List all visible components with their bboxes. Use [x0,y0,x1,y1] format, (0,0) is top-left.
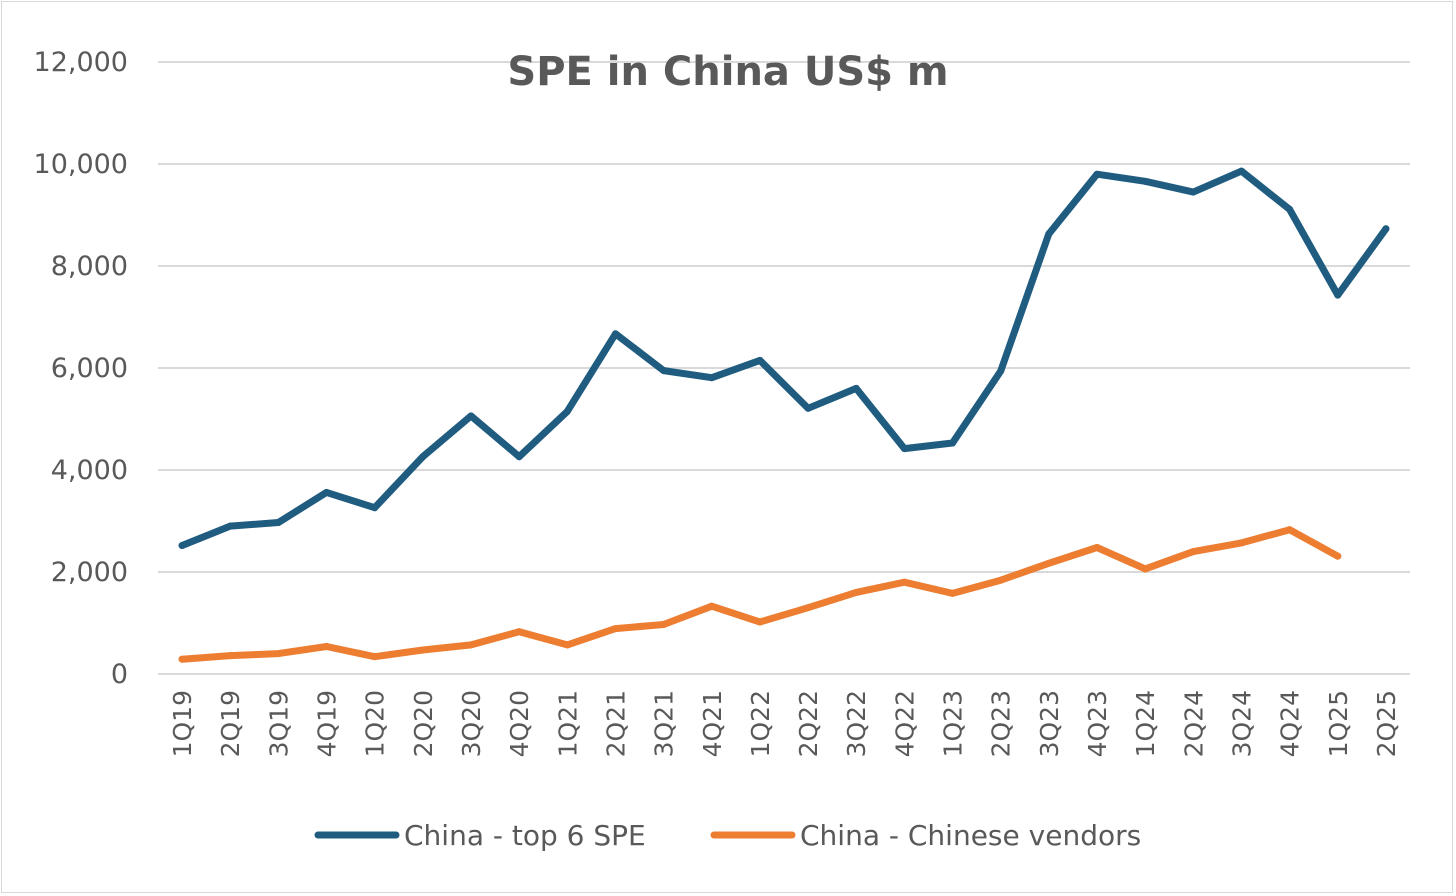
x-tick-label: 4Q20 [505,690,534,757]
x-tick-label: 1Q21 [553,690,582,757]
x-axis-ticks: 1Q19 2Q19 3Q19 4Q19 1Q20 2Q20 3Q20 4Q20 1Q21 2Q21… [168,690,1401,757]
series-lines [178,167,1390,663]
chart-title: SPE in China US$ m [507,49,948,95]
data-point [1334,552,1342,560]
y-tick-label: 0 [111,659,128,690]
x-tick-label: 4Q23 [1083,690,1112,757]
data-point [419,453,427,461]
x-tick-label: 2Q24 [1179,690,1208,757]
data-point [1189,188,1197,196]
y-tick-label: 6,000 [51,353,128,384]
x-tick-label: 1Q19 [168,690,197,757]
x-tick-label: 4Q24 [1276,690,1305,757]
data-point [1093,170,1101,178]
legend-label: China - Chinese vendors [800,819,1141,852]
series-line-1 [178,167,1390,549]
data-point [852,384,860,392]
data-point [660,621,668,629]
x-tick-label: 3Q24 [1227,690,1256,757]
data-point [178,655,186,663]
data-point [900,578,908,586]
gridlines [158,61,1410,675]
data-point [804,404,812,412]
data-point [852,588,860,596]
data-point [1141,565,1149,573]
legend-item-1: China - top 6 SPE [314,819,646,852]
data-point [178,541,186,549]
data-point [515,628,523,636]
data-point [371,504,379,512]
data-point [563,641,571,649]
x-tick-label: 3Q21 [650,690,679,757]
data-point [611,625,619,633]
data-point [708,374,716,382]
x-tick-label: 3Q19 [264,690,293,757]
x-tick-label: 4Q22 [890,690,919,757]
data-point [900,445,908,453]
data-point [997,576,1005,584]
y-tick-label: 4,000 [51,455,128,486]
x-tick-label: 3Q23 [1035,690,1064,757]
data-point [1093,544,1101,552]
data-point [997,367,1005,375]
y-tick-label: 12,000 [34,47,128,78]
x-tick-label: 2Q21 [601,690,630,757]
data-point [949,439,957,447]
data-point [756,618,764,626]
x-tick-label: 2Q22 [794,690,823,757]
data-point [756,356,764,364]
data-point [515,453,523,461]
data-point [226,652,234,660]
data-point [1286,205,1294,213]
data-point [1189,548,1197,556]
x-tick-label: 4Q19 [313,690,342,757]
data-point [467,641,475,649]
y-tick-label: 2,000 [51,557,128,588]
legend: China - top 6 SPE China - Chinese vendors [314,819,1141,852]
x-tick-label: 1Q22 [746,690,775,757]
x-tick-label: 2Q25 [1372,690,1401,757]
data-point [1045,559,1053,567]
legend-item-2: China - Chinese vendors [710,819,1141,852]
data-point [949,589,957,597]
x-tick-label: 1Q25 [1324,690,1353,757]
data-point [1141,177,1149,185]
data-point [419,646,427,654]
data-point [323,488,331,496]
y-tick-label: 10,000 [34,149,128,180]
x-tick-label: 2Q20 [409,690,438,757]
x-tick-label: 4Q21 [698,690,727,757]
y-tick-label: 8,000 [51,251,128,282]
x-tick-label: 1Q24 [1131,690,1160,757]
data-point [371,653,379,661]
data-point [1237,167,1245,175]
legend-label: China - top 6 SPE [404,819,646,852]
data-point [323,642,331,650]
data-point [804,604,812,612]
data-point [226,522,234,530]
data-point [1286,526,1294,534]
y-axis-ticks: 0 2,000 4,000 6,000 8,000 10,000 12,000 [34,47,128,690]
data-point [708,602,716,610]
data-point [467,412,475,420]
data-point [274,650,282,658]
data-point [660,367,668,375]
data-point [1382,225,1390,233]
x-tick-label: 1Q20 [361,690,390,757]
data-point [1045,230,1053,238]
x-tick-label: 2Q23 [987,690,1016,757]
data-point [563,407,571,415]
x-tick-label: 3Q22 [842,690,871,757]
data-point [1334,291,1342,299]
data-point [1237,539,1245,547]
data-point [611,330,619,338]
x-tick-label: 2Q19 [216,690,245,757]
x-tick-label: 3Q20 [457,690,486,757]
data-point [274,519,282,527]
x-tick-label: 1Q23 [939,690,968,757]
series-line-2 [178,526,1342,663]
